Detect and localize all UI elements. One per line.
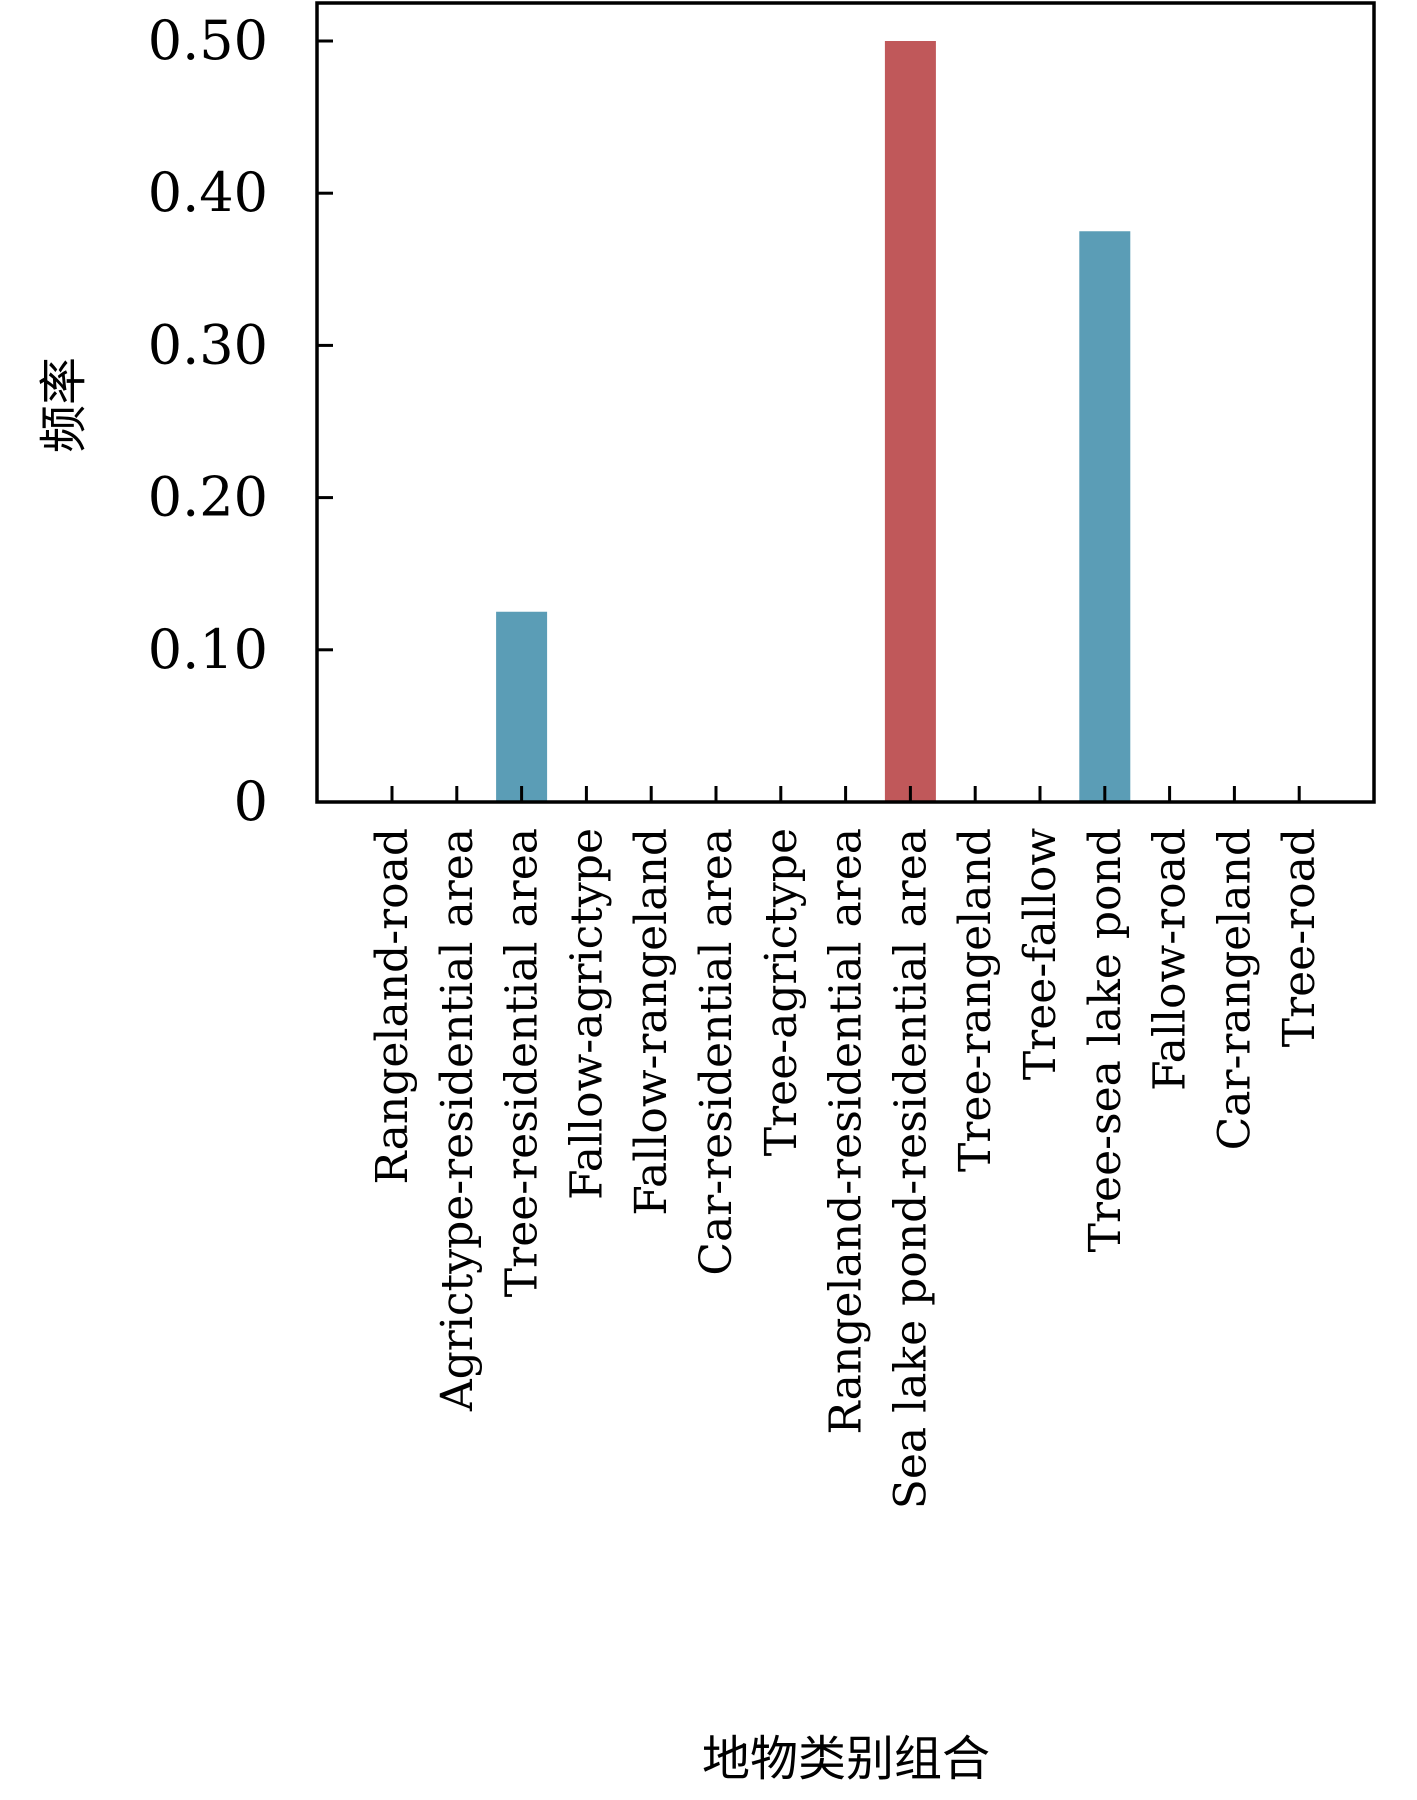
x-tick-label: Car-rangeland [1209,828,1260,1150]
x-tick-label: Fallow-agrictype [561,828,612,1200]
y-tick-label: 0.10 [148,618,268,681]
plot-frame [315,1,1376,804]
y-tick-label: 0.20 [148,466,268,529]
x-tick-label: Rangeland-road [367,828,418,1185]
x-tick-label: Tree-road [1274,828,1325,1047]
x-tick-label: Tree-rangeland [950,828,1001,1172]
bar-8 [884,41,936,802]
x-tick-label: Agrictype-residential area [432,828,483,1412]
x-tick-label: Car-residential area [691,828,742,1276]
y-tick-label: 0.50 [148,9,268,72]
x-tick-label: Tree-residential area [497,828,548,1297]
x-tick-label: Tree-fallow [1015,828,1066,1080]
x-tick-label: Fallow-rangeland [626,828,677,1216]
y-tick-label: 0.30 [148,313,268,376]
y-tick-label: 0 [234,770,268,833]
y-tick-label: 0.40 [148,161,268,224]
x-tick-label: Tree-agrictype [756,828,807,1156]
y-axis-title: 频率 [36,357,92,453]
x-tick-label: Tree-sea lake pond [1080,828,1131,1252]
bar-2 [496,611,548,802]
bar-11 [1079,231,1131,802]
x-axis: Rangeland-road Agrictype-residential area… [367,786,1325,1509]
x-tick-label: Sea lake pond-residential area [885,828,936,1509]
x-tick-label: Rangeland-residential area [821,828,872,1434]
y-axis: 0 0.10 0.20 0.30 0.40 0.50 [148,9,333,833]
x-tick-label: Fallow-road [1145,828,1196,1091]
bars-group [496,41,1131,802]
x-axis-title: 地物类别组合 [702,1731,990,1787]
